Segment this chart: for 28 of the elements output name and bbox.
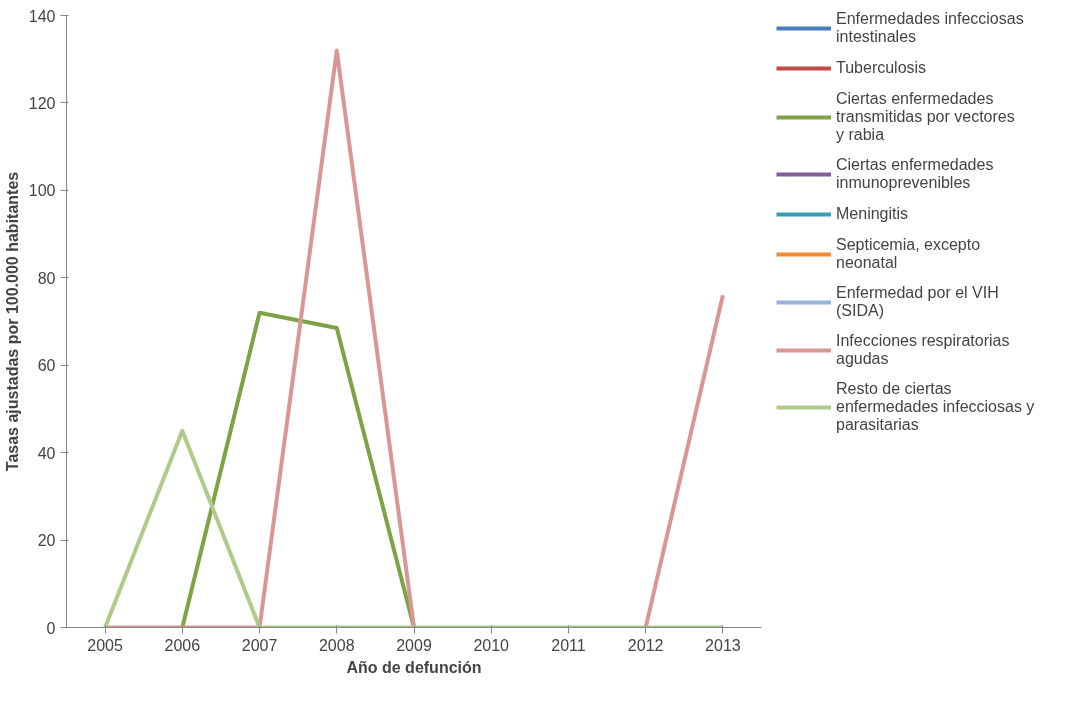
y-tick-label: 120 (28, 94, 56, 112)
y-tick-label: 0 (46, 619, 56, 637)
x-tick-label: 2006 (164, 636, 201, 654)
y-tick-label: 140 (28, 7, 56, 25)
legend-label: Septicemia, excepto neonatal (836, 236, 981, 272)
legend-label: Enfermedades infecciosas intestinales (836, 10, 1024, 46)
legend-label: Tuberculosis (836, 59, 927, 77)
x-tick-label: 2007 (241, 636, 278, 654)
legend-label: Meningitis (836, 205, 909, 223)
y-axis-title: Tasas ajustadas por 100.000 habitantes (3, 171, 21, 472)
x-tick-label: 2005 (87, 636, 124, 654)
y-tick-label: 40 (37, 444, 56, 462)
x-tick-label: 2013 (705, 636, 741, 654)
x-tick-label: 2009 (396, 636, 432, 654)
legend-label: Infecciones respiratorias agudas (836, 332, 1010, 368)
x-tick-label: 2008 (318, 636, 355, 654)
legend-label: Enfermedad por el VIH (SIDA) (836, 284, 999, 320)
legend-label: Resto de ciertas enfermedades infecciosas y parasitarias (836, 380, 1035, 434)
legend-label: Ciertas enfermedades inmunoprevenibles (836, 156, 994, 192)
x-tick-label: 2010 (473, 636, 510, 654)
legend-label: Ciertas enfermedades transmitidas por vectores y rabia (836, 90, 1015, 144)
y-tick-label: 100 (28, 182, 56, 200)
y-tick-label: 80 (37, 269, 56, 287)
x-axis-title: Año de defunción (346, 658, 482, 676)
x-tick-label: 2012 (627, 636, 664, 654)
x-tick-label: 2011 (551, 636, 586, 654)
y-tick-label: 60 (37, 357, 56, 375)
y-tick-label: 20 (37, 532, 56, 550)
